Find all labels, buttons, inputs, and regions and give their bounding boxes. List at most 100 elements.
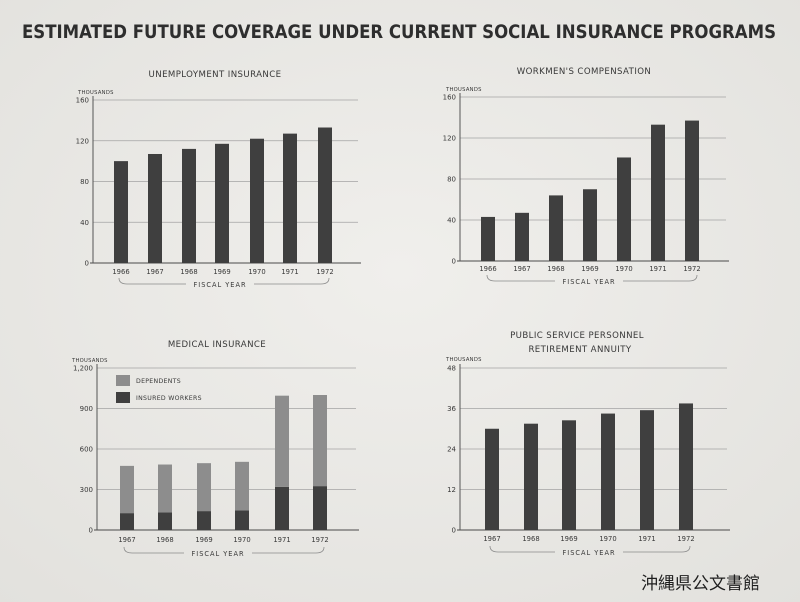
bar-1967: [485, 428, 499, 530]
x-tick-label: 1969: [195, 536, 212, 544]
x-tick-label: 1969: [560, 535, 577, 543]
x-tick-label: 1969: [213, 268, 230, 276]
y-tick-label: 900: [80, 405, 93, 413]
x-axis-label: FISCAL YEAR: [193, 281, 246, 289]
archive-watermark: 沖縄県公文書館: [641, 574, 760, 594]
bar-dependents-1968: [158, 464, 172, 513]
bar-insured-workers-1969: [197, 511, 211, 530]
bar-1972: [685, 120, 699, 261]
bar-insured-workers-1967: [120, 513, 134, 530]
x-tick-label: 1967: [513, 265, 530, 273]
x-tick-label: 1968: [522, 535, 539, 543]
bar-1970: [617, 157, 631, 261]
bar-1966: [114, 161, 128, 263]
bar-insured-workers-1971: [275, 486, 289, 530]
x-tick-label: 1971: [273, 536, 290, 544]
bar-1972: [679, 403, 693, 530]
y-axis-unit-label: THOUSANDS: [77, 90, 114, 96]
bar-1969: [583, 189, 597, 261]
x-axis-bracket-right: [254, 277, 330, 285]
chart-title-line-2: RETIREMENT ANNUITY: [528, 345, 631, 355]
x-tick-label: 1967: [146, 268, 163, 276]
x-tick-label: 1970: [233, 536, 250, 544]
x-axis-bracket-right: [623, 545, 691, 553]
bar-1970: [250, 138, 264, 263]
x-tick-label: 1972: [683, 265, 700, 273]
x-tick-label: 1972: [677, 535, 694, 543]
x-tick-label: 1966: [112, 268, 129, 276]
x-tick-label: 1968: [547, 265, 564, 273]
x-tick-label: 1971: [281, 268, 298, 276]
bar-1968: [524, 423, 538, 530]
x-tick-label: 1970: [599, 535, 616, 543]
bar-1969: [562, 420, 576, 530]
bar-1966: [481, 216, 495, 261]
y-tick-label: 12: [447, 486, 456, 494]
bar-dependents-1967: [120, 465, 134, 514]
x-axis-bracket-left: [486, 274, 555, 282]
bar-1967: [515, 212, 529, 261]
y-tick-label: 120: [76, 137, 89, 145]
x-tick-label: 1971: [638, 535, 655, 543]
chart-medical-insurance: MEDICAL INSURANCE THOUSANDS 0 300 600 900 1,…: [71, 340, 359, 558]
y-tick-label: 160: [76, 97, 89, 105]
x-axis-label: FISCAL YEAR: [562, 549, 615, 557]
x-tick-label: 1967: [483, 535, 500, 543]
chart-workmens-compensation: WORKMEN'S COMPENSATION THOUSANDS 0 40 80 12…: [443, 67, 729, 286]
chart-title-line-1: PUBLIC SERVICE PERSONNEL: [510, 331, 644, 341]
bar-1969: [215, 143, 229, 263]
x-tick-label: 1966: [479, 265, 496, 273]
bar-dependents-1971: [275, 395, 289, 487]
bar-dependents-1970: [235, 461, 249, 511]
y-tick-label: 160: [443, 94, 456, 102]
x-axis-bracket-left: [123, 546, 184, 554]
y-tick-label: 0: [452, 527, 456, 535]
bar-insured-workers-1972: [313, 486, 327, 530]
x-tick-label: 1967: [118, 536, 135, 544]
bar-1968: [549, 195, 563, 261]
y-tick-label: 1,200: [73, 365, 93, 373]
chart-marks: 0 40 80 120 160 1966 1967 1968 1969 1970 1971 1972 F…: [76, 96, 361, 289]
x-axis-bracket-right: [623, 274, 698, 282]
legend-swatch-dependents: [116, 375, 130, 386]
chart-marks: 0 12 24 36 48 1967 1968 1969 1970 1971 1972 FISCAL …: [447, 364, 730, 557]
y-tick-label: 80: [447, 176, 456, 184]
x-axis-label: FISCAL YEAR: [562, 278, 615, 286]
y-axis-unit-label: THOUSANDS: [445, 87, 482, 93]
y-tick-label: 0: [85, 260, 89, 268]
chart-title: MEDICAL INSURANCE: [168, 340, 266, 350]
y-tick-label: 36: [447, 405, 456, 413]
bar-insured-workers-1970: [235, 510, 249, 530]
bar-dependents-1972: [313, 395, 327, 487]
x-axis-bracket-right: [252, 546, 325, 554]
bar-insured-workers-1968: [158, 512, 172, 530]
bar-1967: [148, 153, 162, 263]
bar-1970: [601, 413, 615, 530]
y-axis-unit-label: THOUSANDS: [445, 357, 482, 363]
x-tick-label: 1972: [311, 536, 328, 544]
y-tick-label: 0: [89, 527, 93, 535]
x-tick-label: 1970: [615, 265, 632, 273]
chart-marks: 0 300 600 900 1,200 1967 1968 1969 1970 1971 1972 F…: [73, 364, 359, 558]
bar-dependents-1969: [197, 463, 211, 512]
chart-unemployment-insurance: UNEMPLOYMENT INSURANCE THOUSANDS 0 40 80 12…: [76, 70, 361, 289]
chart-title: WORKMEN'S COMPENSATION: [517, 67, 652, 77]
bar-1972: [318, 127, 332, 263]
bar-1971: [651, 124, 665, 261]
bar-1971: [640, 410, 654, 530]
y-tick-label: 24: [447, 446, 456, 454]
y-tick-label: 0: [452, 258, 456, 266]
x-axis-label: FISCAL YEAR: [191, 550, 244, 558]
y-tick-label: 80: [80, 178, 89, 186]
y-axis-unit-label: THOUSANDS: [71, 358, 108, 364]
y-tick-label: 40: [447, 217, 456, 225]
legend-label-dependents: DEPENDENTS: [136, 378, 181, 385]
bar-1968: [182, 148, 196, 263]
x-tick-label: 1968: [180, 268, 197, 276]
x-axis-bracket-left: [489, 545, 555, 553]
y-tick-label: 40: [80, 219, 89, 227]
x-tick-label: 1968: [156, 536, 173, 544]
y-tick-label: 600: [80, 446, 93, 454]
x-tick-label: 1969: [581, 265, 598, 273]
